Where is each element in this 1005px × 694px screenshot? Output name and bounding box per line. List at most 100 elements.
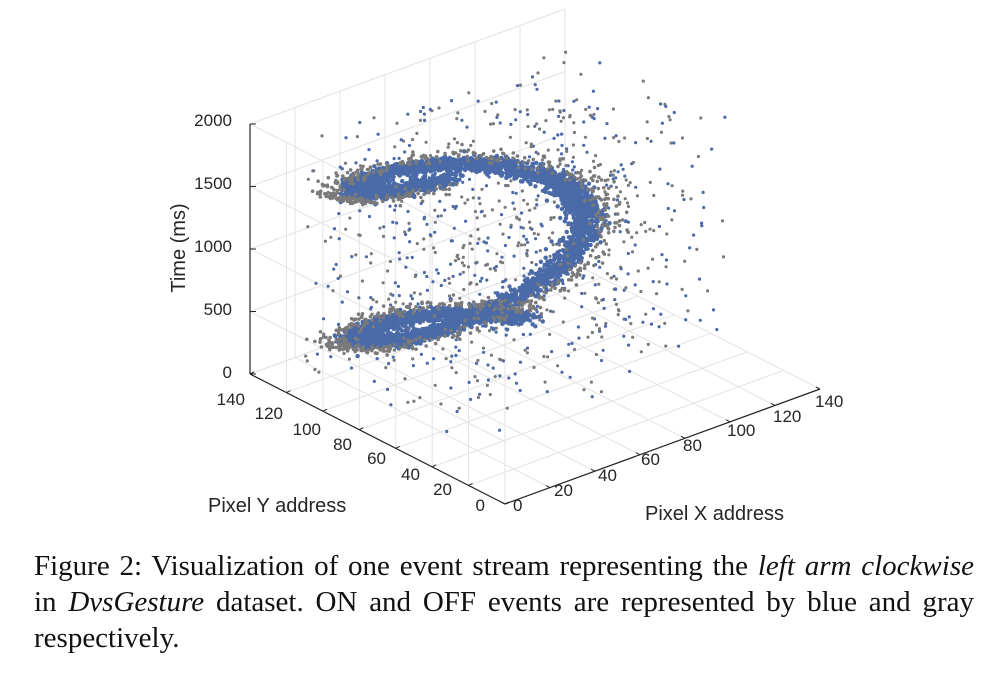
event-point — [533, 124, 537, 128]
event-point — [591, 89, 596, 93]
event-point — [625, 201, 630, 205]
event-point — [471, 139, 475, 143]
event-point — [591, 276, 595, 280]
event-point — [598, 61, 602, 65]
event-point — [513, 207, 517, 211]
event-point — [621, 167, 625, 171]
event-point — [645, 120, 649, 124]
event-point — [389, 303, 393, 307]
event-point — [435, 268, 439, 272]
event-point — [461, 255, 465, 259]
event-point — [562, 187, 567, 193]
event-point — [428, 304, 433, 309]
event-point — [483, 109, 487, 113]
event-point — [530, 260, 534, 265]
event-point — [588, 113, 593, 117]
event-point — [443, 278, 447, 282]
event-point — [580, 305, 584, 309]
event-point — [401, 139, 406, 143]
event-point — [492, 299, 498, 304]
event-point — [701, 190, 705, 194]
event-point — [375, 159, 379, 163]
event-point — [340, 167, 344, 171]
event-point — [416, 302, 420, 306]
event-point — [533, 324, 538, 329]
event-point — [478, 392, 482, 396]
event-point — [534, 237, 538, 241]
event-point — [493, 375, 497, 379]
event-point — [548, 332, 552, 336]
event-point — [560, 201, 565, 206]
event-point — [587, 105, 591, 109]
event-point — [535, 122, 539, 126]
event-point — [468, 241, 472, 246]
event-point — [660, 121, 665, 125]
event-point — [447, 193, 451, 197]
event-point — [449, 360, 453, 364]
event-point — [623, 197, 627, 201]
event-point — [547, 236, 551, 240]
event-point — [456, 253, 460, 257]
event-point — [518, 110, 522, 114]
event-point — [612, 136, 616, 140]
event-point — [572, 121, 576, 125]
event-point — [497, 295, 503, 300]
event-point — [525, 254, 529, 258]
event-point — [454, 204, 458, 208]
event-point — [495, 291, 500, 296]
event-point — [448, 281, 452, 285]
event-point — [597, 259, 601, 264]
event-point — [567, 196, 573, 202]
event-point — [534, 250, 538, 254]
event-point — [596, 301, 600, 305]
event-point — [486, 363, 490, 367]
event-point — [649, 139, 653, 143]
event-point — [306, 177, 310, 181]
event-point — [457, 349, 461, 353]
event-point — [570, 160, 575, 164]
event-point — [601, 348, 605, 352]
event-point — [473, 273, 477, 277]
x-tick-mark — [725, 419, 731, 423]
event-point — [469, 143, 473, 148]
event-point — [564, 229, 569, 235]
event-point — [535, 310, 539, 314]
axes-box — [249, 123, 821, 505]
event-point — [626, 272, 630, 276]
event-point — [561, 235, 566, 241]
event-point — [598, 329, 602, 333]
event-point — [646, 342, 650, 346]
event-point — [344, 136, 348, 140]
event-point — [593, 283, 597, 287]
event-point — [501, 285, 505, 289]
x-tick-mark — [500, 501, 506, 505]
event-point — [695, 247, 699, 251]
event-point — [336, 322, 341, 326]
event-point — [479, 210, 483, 214]
event-point — [422, 247, 426, 251]
event-point — [305, 359, 309, 363]
event-point — [618, 230, 622, 234]
event-point — [475, 260, 479, 264]
event-point — [635, 231, 639, 235]
event-point — [542, 265, 546, 269]
event-point — [622, 334, 626, 338]
event-point — [626, 220, 631, 224]
event-point — [392, 157, 396, 161]
event-point — [706, 289, 710, 293]
event-point — [317, 370, 321, 374]
event-point — [649, 322, 654, 326]
event-point — [495, 115, 499, 119]
event-point — [562, 194, 567, 199]
floor-grid-line — [322, 295, 639, 412]
event-point — [337, 237, 341, 241]
event-point — [568, 375, 572, 379]
event-point — [527, 272, 531, 276]
event-point — [457, 257, 461, 261]
event-point — [524, 237, 528, 241]
event-point — [313, 367, 317, 372]
event-point — [461, 246, 465, 250]
event-point — [698, 318, 702, 322]
event-point — [559, 119, 563, 123]
event-point — [572, 165, 576, 169]
